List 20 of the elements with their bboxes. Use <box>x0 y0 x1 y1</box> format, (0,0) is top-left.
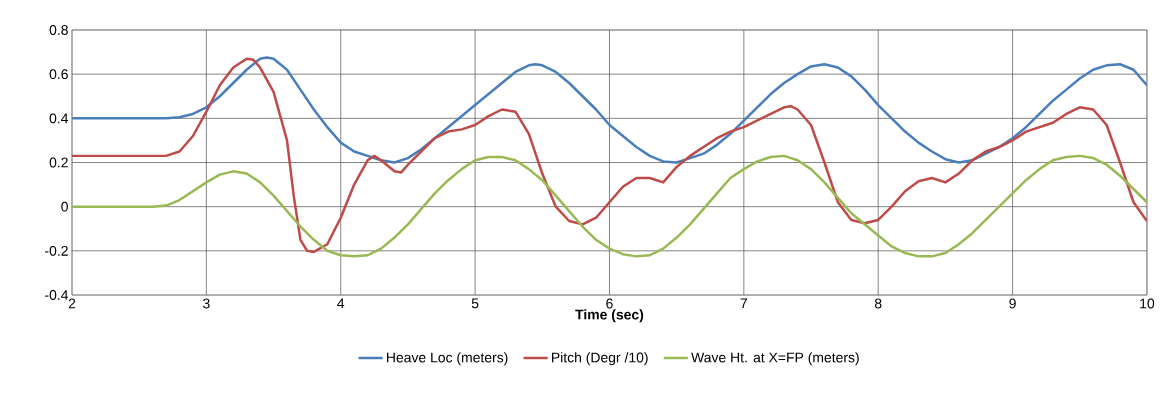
x-tick-label: 8 <box>874 298 882 309</box>
x-axis-title: Time (sec) <box>575 309 644 323</box>
x-tick-label: 7 <box>740 298 748 309</box>
y-tick-label: 0 <box>61 201 68 212</box>
x-tick-label: 3 <box>203 298 210 309</box>
x-tick-label: 5 <box>471 298 479 309</box>
y-tick-label: -0.2 <box>45 245 68 256</box>
legend-label: Heave Loc (meters) <box>387 352 508 366</box>
legend-label: Pitch (Degr /10) <box>552 352 648 366</box>
x-tick-label: 4 <box>337 298 345 309</box>
y-tick-label: 0.6 <box>49 69 68 80</box>
legend-label: Wave Ht. at X=FP (meters) <box>691 352 859 366</box>
x-tick-label: 2 <box>68 298 76 309</box>
y-tick-label: 0.4 <box>49 113 69 124</box>
x-tick-label: 10 <box>1140 298 1155 309</box>
y-tick-label: -0.4 <box>45 290 69 300</box>
y-tick-label: 0.8 <box>49 25 68 35</box>
y-tick-label: 0.2 <box>49 157 68 168</box>
x-tick-label: 9 <box>1009 298 1016 309</box>
x-tick-label: 6 <box>606 298 613 309</box>
